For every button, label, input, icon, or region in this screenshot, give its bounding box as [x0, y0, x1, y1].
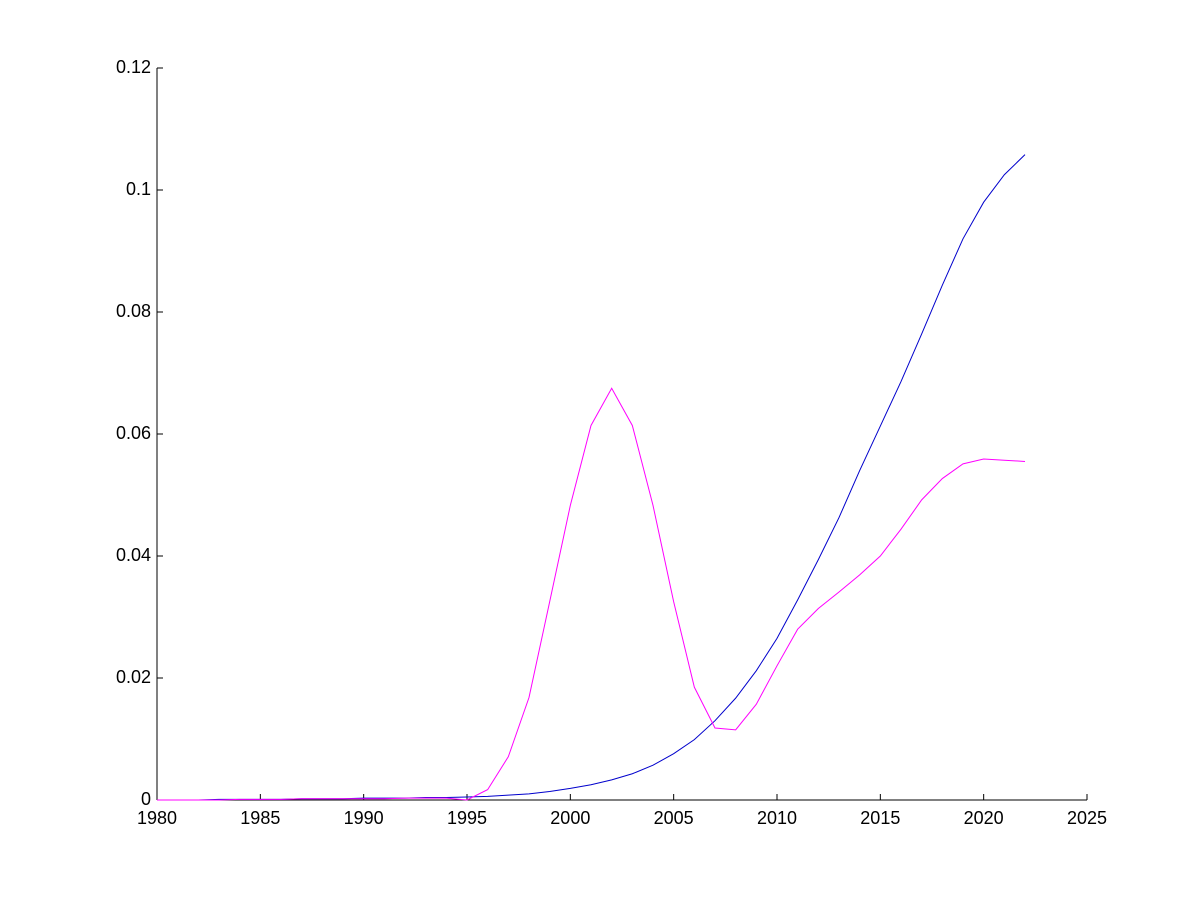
x-tick-label: 2025	[1067, 808, 1107, 828]
y-tick-label: 0	[141, 789, 151, 809]
series-line	[157, 387, 1026, 801]
x-tick-label: 2010	[757, 808, 797, 828]
x-tick-label: 1990	[344, 808, 384, 828]
x-tick-label: 1980	[137, 808, 177, 828]
series-line	[157, 154, 1026, 801]
x-tick-label: 2020	[964, 808, 1004, 828]
x-tick-label: 2015	[860, 808, 900, 828]
y-tick-label: 0.02	[116, 667, 151, 687]
y-tick-label: 0.06	[116, 423, 151, 443]
x-tick-label: 1995	[447, 808, 487, 828]
x-tick-label: 2005	[654, 808, 694, 828]
x-tick-label: 2000	[550, 808, 590, 828]
y-tick-label: 0.08	[116, 301, 151, 321]
y-tick-label: 0.04	[116, 545, 151, 565]
x-tick-label: 1985	[240, 808, 280, 828]
y-tick-label: 0.1	[126, 179, 151, 199]
y-tick-label: 0.12	[116, 57, 151, 77]
